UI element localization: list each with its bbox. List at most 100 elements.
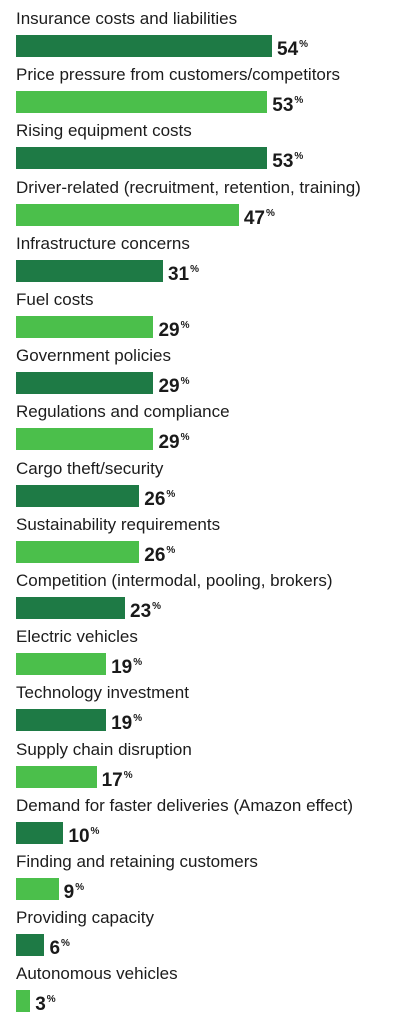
bar-row: Infrastructure concerns 31% bbox=[0, 234, 400, 290]
bar bbox=[16, 878, 59, 900]
value-number: 23 bbox=[130, 601, 152, 622]
bar-row: Electric vehicles 19% bbox=[0, 627, 400, 683]
bar-row: Demand for faster deliveries (Amazon eff… bbox=[0, 796, 400, 852]
value-number: 53 bbox=[272, 151, 294, 173]
category-label: Technology investment bbox=[16, 683, 189, 703]
percent-sign: % bbox=[299, 39, 309, 50]
percent-sign: % bbox=[61, 938, 70, 950]
category-label: Supply chain disruption bbox=[16, 739, 192, 759]
bar-row: Providing capacity 6% bbox=[0, 908, 400, 964]
bar bbox=[16, 372, 154, 395]
bar-row: Regulations and compliance 29% bbox=[0, 402, 400, 458]
value-label: 29% bbox=[158, 314, 189, 343]
value-label: 10% bbox=[68, 820, 99, 849]
category-label: Electric vehicles bbox=[16, 627, 138, 647]
value-label: 53% bbox=[272, 145, 303, 174]
percent-sign: % bbox=[75, 882, 85, 893]
bar bbox=[16, 597, 126, 619]
bar-row: Rising equipment costs 53% bbox=[0, 121, 400, 177]
bar-row: Cargo theft/security 26% bbox=[0, 459, 400, 515]
category-label: Competition (intermodal, pooling, broker… bbox=[16, 571, 333, 590]
value-number: 47 bbox=[243, 207, 265, 229]
value-number: 17 bbox=[101, 769, 123, 791]
bar bbox=[16, 765, 97, 788]
bar bbox=[16, 147, 268, 170]
value-label: 53% bbox=[272, 89, 303, 118]
value-label: 54% bbox=[277, 33, 308, 62]
value-number: 29 bbox=[158, 376, 180, 398]
value-label: 29% bbox=[158, 370, 189, 399]
bar bbox=[16, 821, 64, 844]
category-label: Government policies bbox=[16, 346, 171, 366]
bar-row: Insurance costs and liabilities 54% bbox=[0, 9, 400, 65]
bar-row: Sustainability requirements 26% bbox=[0, 515, 400, 571]
bar bbox=[16, 934, 45, 957]
category-label: Cargo theft/security bbox=[16, 458, 164, 478]
bar bbox=[16, 259, 163, 282]
value-number: 3 bbox=[35, 994, 46, 1016]
percent-sign: % bbox=[90, 825, 100, 837]
bar-row: Competition (intermodal, pooling, broker… bbox=[0, 571, 400, 627]
category-label: Price pressure from customers/competitor… bbox=[16, 65, 341, 85]
percent-sign: % bbox=[133, 713, 143, 725]
category-label: Regulations and compliance bbox=[16, 402, 230, 422]
category-label: Autonomous vehicles bbox=[16, 964, 178, 984]
bar bbox=[16, 653, 107, 676]
value-number: 53 bbox=[272, 95, 294, 117]
bar bbox=[16, 428, 154, 451]
value-number: 19 bbox=[111, 657, 133, 679]
value-label: 6% bbox=[49, 932, 69, 961]
bar bbox=[16, 316, 154, 338]
percent-sign: % bbox=[294, 95, 304, 107]
bar bbox=[16, 91, 268, 114]
percent-sign: % bbox=[152, 601, 162, 612]
percent-sign: % bbox=[265, 207, 275, 219]
percent-sign: % bbox=[180, 320, 190, 331]
value-number: 29 bbox=[158, 320, 180, 341]
value-number: 26 bbox=[144, 544, 166, 566]
bar bbox=[16, 990, 31, 1013]
bar-row: Fuel costs 29% bbox=[0, 290, 400, 346]
category-label: Demand for faster deliveries (Amazon eff… bbox=[16, 795, 353, 815]
percent-sign: % bbox=[46, 994, 56, 1006]
percent-sign: % bbox=[180, 376, 190, 388]
percent-sign: % bbox=[133, 657, 143, 669]
value-number: 31 bbox=[167, 263, 190, 285]
value-label: 47% bbox=[244, 202, 275, 231]
bar-row: Finding and retaining customers 9% bbox=[0, 852, 400, 908]
percent-sign: % bbox=[123, 769, 133, 781]
value-label: 29% bbox=[158, 426, 189, 455]
value-label: 19% bbox=[111, 651, 142, 680]
category-label: Finding and retaining customers bbox=[16, 852, 258, 871]
category-label: Driver-related (recruitment, retention, … bbox=[16, 177, 361, 197]
value-label: 31% bbox=[168, 258, 199, 287]
category-label: Providing capacity bbox=[16, 908, 154, 928]
value-label: 26% bbox=[144, 483, 175, 512]
category-label: Infrastructure concerns bbox=[16, 233, 190, 253]
bar-row: Price pressure from customers/competitor… bbox=[0, 65, 400, 121]
percent-sign: % bbox=[190, 263, 199, 275]
bar bbox=[16, 540, 140, 563]
value-label: 23% bbox=[130, 595, 161, 624]
percent-sign: % bbox=[294, 151, 304, 163]
percent-sign: % bbox=[166, 544, 176, 556]
value-number: 9 bbox=[63, 882, 75, 903]
value-number: 54 bbox=[277, 39, 299, 60]
value-number: 19 bbox=[111, 713, 133, 735]
value-label: 19% bbox=[111, 707, 142, 736]
bar bbox=[16, 35, 272, 57]
bar bbox=[16, 484, 140, 507]
bar-row: Autonomous vehicles 3% bbox=[0, 964, 400, 1020]
value-number: 26 bbox=[144, 488, 166, 510]
bar bbox=[16, 203, 239, 226]
percent-sign: % bbox=[180, 432, 190, 444]
bar-row: Driver-related (recruitment, retention, … bbox=[0, 178, 400, 234]
category-label: Sustainability requirements bbox=[16, 514, 221, 534]
value-number: 29 bbox=[158, 432, 180, 454]
bar-row: Supply chain disruption 17% bbox=[0, 740, 400, 796]
bar-row: Government policies 29% bbox=[0, 346, 400, 402]
value-number: 6 bbox=[49, 938, 61, 960]
bar bbox=[16, 709, 107, 732]
bar-row: Technology investment 19% bbox=[0, 683, 400, 739]
